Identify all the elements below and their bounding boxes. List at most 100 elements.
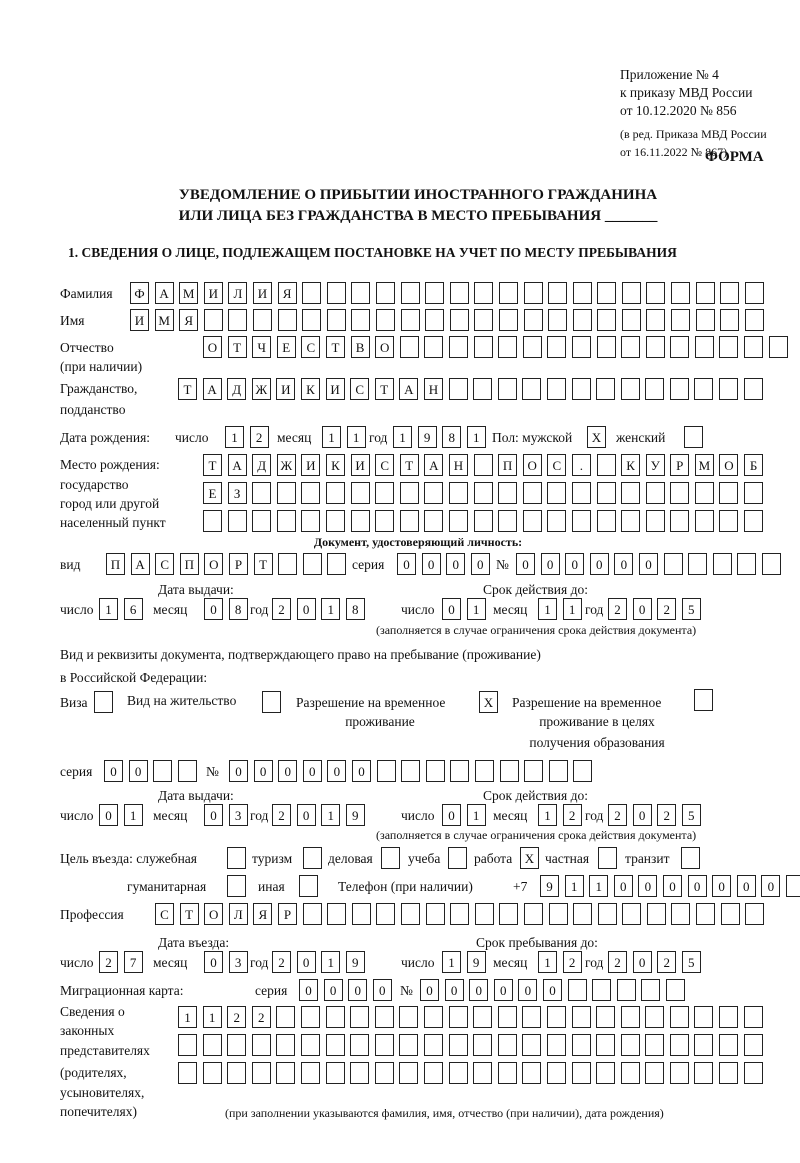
char-box[interactable]: [473, 378, 493, 400]
char-box[interactable]: 5: [681, 598, 701, 620]
char-box[interactable]: [547, 336, 567, 358]
char-box[interactable]: 0: [736, 875, 756, 897]
char-box[interactable]: [448, 336, 468, 358]
char-box[interactable]: 0: [446, 553, 466, 575]
char-box[interactable]: [497, 1062, 517, 1084]
char-box[interactable]: [227, 510, 247, 532]
char-box[interactable]: [744, 510, 764, 532]
char-box[interactable]: 6: [123, 598, 143, 620]
char-box[interactable]: [423, 1062, 443, 1084]
char-box[interactable]: [645, 510, 665, 532]
char-box[interactable]: [522, 1034, 542, 1056]
char-box[interactable]: [325, 1062, 345, 1084]
char-box[interactable]: 2: [272, 951, 291, 973]
char-box[interactable]: [474, 282, 494, 304]
char-box[interactable]: [374, 1062, 394, 1084]
char-box[interactable]: [351, 282, 371, 304]
char-box[interactable]: [621, 309, 641, 331]
char-box[interactable]: 0: [299, 979, 318, 1001]
char-box[interactable]: Т: [178, 378, 197, 400]
char-box[interactable]: [300, 1062, 320, 1084]
char-box[interactable]: [227, 1062, 247, 1084]
char-box[interactable]: [374, 1034, 394, 1056]
char-box[interactable]: [375, 309, 395, 331]
char-box[interactable]: [620, 378, 640, 400]
char-box[interactable]: [671, 903, 691, 925]
char-box[interactable]: К: [300, 378, 320, 400]
char-box[interactable]: 2: [99, 951, 118, 973]
char-box[interactable]: [302, 282, 322, 304]
char-box[interactable]: С: [350, 378, 370, 400]
char-box[interactable]: [252, 510, 272, 532]
char-box[interactable]: [498, 482, 518, 504]
char-box[interactable]: 1: [321, 951, 341, 973]
char-box[interactable]: Т: [253, 553, 273, 575]
char-box[interactable]: 2: [562, 804, 582, 826]
char-box[interactable]: [523, 309, 543, 331]
char-box[interactable]: [425, 903, 445, 925]
char-box[interactable]: И: [130, 309, 149, 331]
char-box[interactable]: [522, 1062, 542, 1084]
char-box[interactable]: А: [130, 553, 150, 575]
char-box[interactable]: [670, 510, 690, 532]
char-box[interactable]: [425, 282, 445, 304]
char-box[interactable]: [523, 282, 543, 304]
char-box[interactable]: [761, 553, 781, 575]
char-box[interactable]: [694, 510, 714, 532]
char-box[interactable]: 1: [562, 598, 582, 620]
char-box[interactable]: 2: [272, 804, 291, 826]
char-box[interactable]: [203, 510, 222, 532]
char-box[interactable]: [571, 1062, 591, 1084]
char-box[interactable]: 1: [589, 875, 609, 897]
char-box[interactable]: [744, 336, 764, 358]
char-box[interactable]: 0: [327, 760, 347, 782]
char-box[interactable]: Д: [252, 454, 272, 476]
char-box[interactable]: [497, 1034, 517, 1056]
char-box[interactable]: [669, 1034, 689, 1056]
char-box[interactable]: [522, 378, 542, 400]
char-box[interactable]: И: [325, 378, 345, 400]
char-box[interactable]: 0: [128, 760, 148, 782]
char-box[interactable]: [571, 510, 591, 532]
char-box[interactable]: [375, 510, 395, 532]
char-box[interactable]: 2: [657, 598, 677, 620]
char-box[interactable]: [669, 1006, 689, 1028]
char-box[interactable]: [719, 1062, 739, 1084]
char-box[interactable]: [621, 510, 641, 532]
char-box[interactable]: [177, 760, 197, 782]
char-box[interactable]: Я: [253, 903, 273, 925]
char-box[interactable]: 3: [228, 951, 248, 973]
char-box[interactable]: [350, 1034, 370, 1056]
char-box[interactable]: 0: [761, 875, 781, 897]
checkbox[interactable]: X: [520, 847, 539, 869]
char-box[interactable]: Ж: [251, 378, 271, 400]
checkbox[interactable]: [94, 691, 113, 713]
char-box[interactable]: [497, 378, 517, 400]
char-box[interactable]: 2: [227, 1006, 247, 1028]
char-box[interactable]: 2: [608, 804, 627, 826]
char-box[interactable]: [202, 1034, 222, 1056]
char-box[interactable]: [671, 282, 691, 304]
char-box[interactable]: У: [645, 454, 665, 476]
char-box[interactable]: [327, 903, 347, 925]
char-box[interactable]: [712, 553, 732, 575]
char-box[interactable]: [202, 1062, 222, 1084]
char-box[interactable]: [423, 1006, 443, 1028]
char-box[interactable]: [719, 336, 739, 358]
char-box[interactable]: Т: [227, 336, 247, 358]
char-box[interactable]: [548, 903, 568, 925]
char-box[interactable]: 1: [321, 598, 341, 620]
char-box[interactable]: [449, 282, 469, 304]
char-box[interactable]: [178, 1034, 197, 1056]
char-box[interactable]: 0: [253, 760, 273, 782]
char-box[interactable]: 0: [229, 760, 248, 782]
char-box[interactable]: 0: [613, 875, 633, 897]
char-box[interactable]: [399, 1034, 419, 1056]
char-box[interactable]: 3: [228, 804, 248, 826]
char-box[interactable]: 8: [228, 598, 248, 620]
char-box[interactable]: [645, 1006, 665, 1028]
char-box[interactable]: [375, 482, 395, 504]
char-box[interactable]: С: [155, 903, 174, 925]
char-box[interactable]: [597, 903, 617, 925]
char-box[interactable]: [326, 282, 346, 304]
